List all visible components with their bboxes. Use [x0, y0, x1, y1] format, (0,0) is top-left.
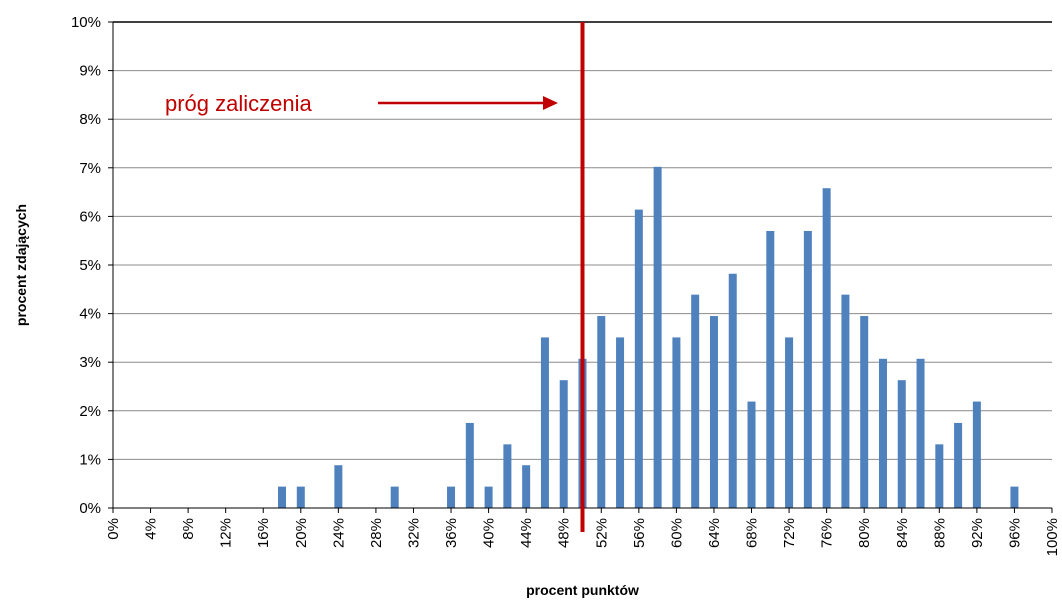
x-axis-ticks: 0% 4% 8% 12% 16% 20% 24% 28% 32% 36% 40% 44% 48% 52% 5… [105, 508, 1061, 556]
bar [597, 316, 606, 508]
x-tick-label: 16% [255, 518, 272, 548]
x-tick-label: 84% [894, 518, 911, 548]
bars [278, 166, 1019, 509]
x-tick-label: 100% [1044, 518, 1061, 556]
threshold-arrow [378, 96, 558, 110]
bar [916, 358, 925, 508]
bar [860, 316, 869, 508]
x-tick-label: 88% [931, 518, 948, 548]
y-tick-label: 3% [79, 354, 101, 371]
x-tick-label: 56% [631, 518, 648, 548]
x-tick-label: 80% [856, 518, 873, 548]
bar [653, 166, 662, 508]
x-tick-label: 28% [368, 518, 385, 548]
bar [634, 209, 643, 508]
bar [1010, 486, 1019, 508]
bar [822, 188, 831, 508]
bar [465, 422, 474, 508]
x-tick-label: 48% [556, 518, 573, 548]
x-tick-label: 12% [218, 518, 235, 548]
x-tick-label: 68% [744, 518, 761, 548]
bar [935, 444, 944, 508]
y-tick-label: 8% [79, 111, 101, 128]
y-tick-label: 0% [79, 500, 101, 517]
bar [334, 465, 343, 508]
bar [841, 294, 850, 508]
y-tick-label: 9% [79, 63, 101, 80]
bar [616, 337, 625, 508]
x-axis-title: procent punktów [526, 582, 639, 598]
x-tick-label: 64% [706, 518, 723, 548]
y-tick-label: 7% [79, 160, 101, 177]
bar [296, 486, 305, 508]
bar [803, 230, 812, 509]
bar [447, 486, 456, 508]
x-tick-label: 0% [105, 518, 122, 540]
x-tick-label: 20% [293, 518, 310, 548]
x-tick-label: 60% [668, 518, 685, 548]
arrow-head [543, 96, 558, 110]
bar [278, 486, 287, 508]
x-tick-label: 8% [180, 518, 197, 540]
y-tick-label: 10% [71, 14, 101, 31]
x-tick-label: 52% [593, 518, 610, 548]
x-tick-label: 72% [781, 518, 798, 548]
x-tick-label: 24% [330, 518, 347, 548]
y-tick-label: 4% [79, 306, 101, 323]
y-tick-label: 6% [79, 208, 101, 225]
x-tick-label: 32% [405, 518, 422, 548]
bar [728, 273, 737, 508]
y-axis-ticks: 0% 1% 2% 3% 4% 5% 6% 7% 8% 9% 10% [71, 14, 113, 517]
bar [522, 465, 531, 508]
bar [954, 422, 963, 508]
x-tick-label: 92% [969, 518, 986, 548]
y-tick-label: 5% [79, 257, 101, 274]
y-tick-label: 1% [79, 451, 101, 468]
bar [747, 401, 756, 508]
bar [709, 316, 718, 508]
bar [390, 486, 399, 508]
bar [878, 358, 887, 508]
x-tick-label: 40% [481, 518, 498, 548]
y-axis-title: procent zdających [13, 204, 29, 326]
y-tick-label: 2% [79, 403, 101, 420]
threshold-label: próg zaliczenia [165, 91, 313, 116]
bar [503, 444, 512, 508]
bar [897, 380, 906, 508]
bar [766, 230, 775, 509]
bar [672, 337, 681, 508]
x-tick-label: 44% [518, 518, 535, 548]
bar [785, 337, 794, 508]
bar [484, 486, 493, 508]
x-tick-label: 4% [143, 518, 160, 540]
bar [691, 294, 700, 508]
bar [559, 380, 568, 508]
bar [540, 337, 549, 508]
x-tick-label: 96% [1006, 518, 1023, 548]
x-tick-label: 76% [819, 518, 836, 548]
bar [972, 401, 981, 508]
x-tick-label: 36% [443, 518, 460, 548]
